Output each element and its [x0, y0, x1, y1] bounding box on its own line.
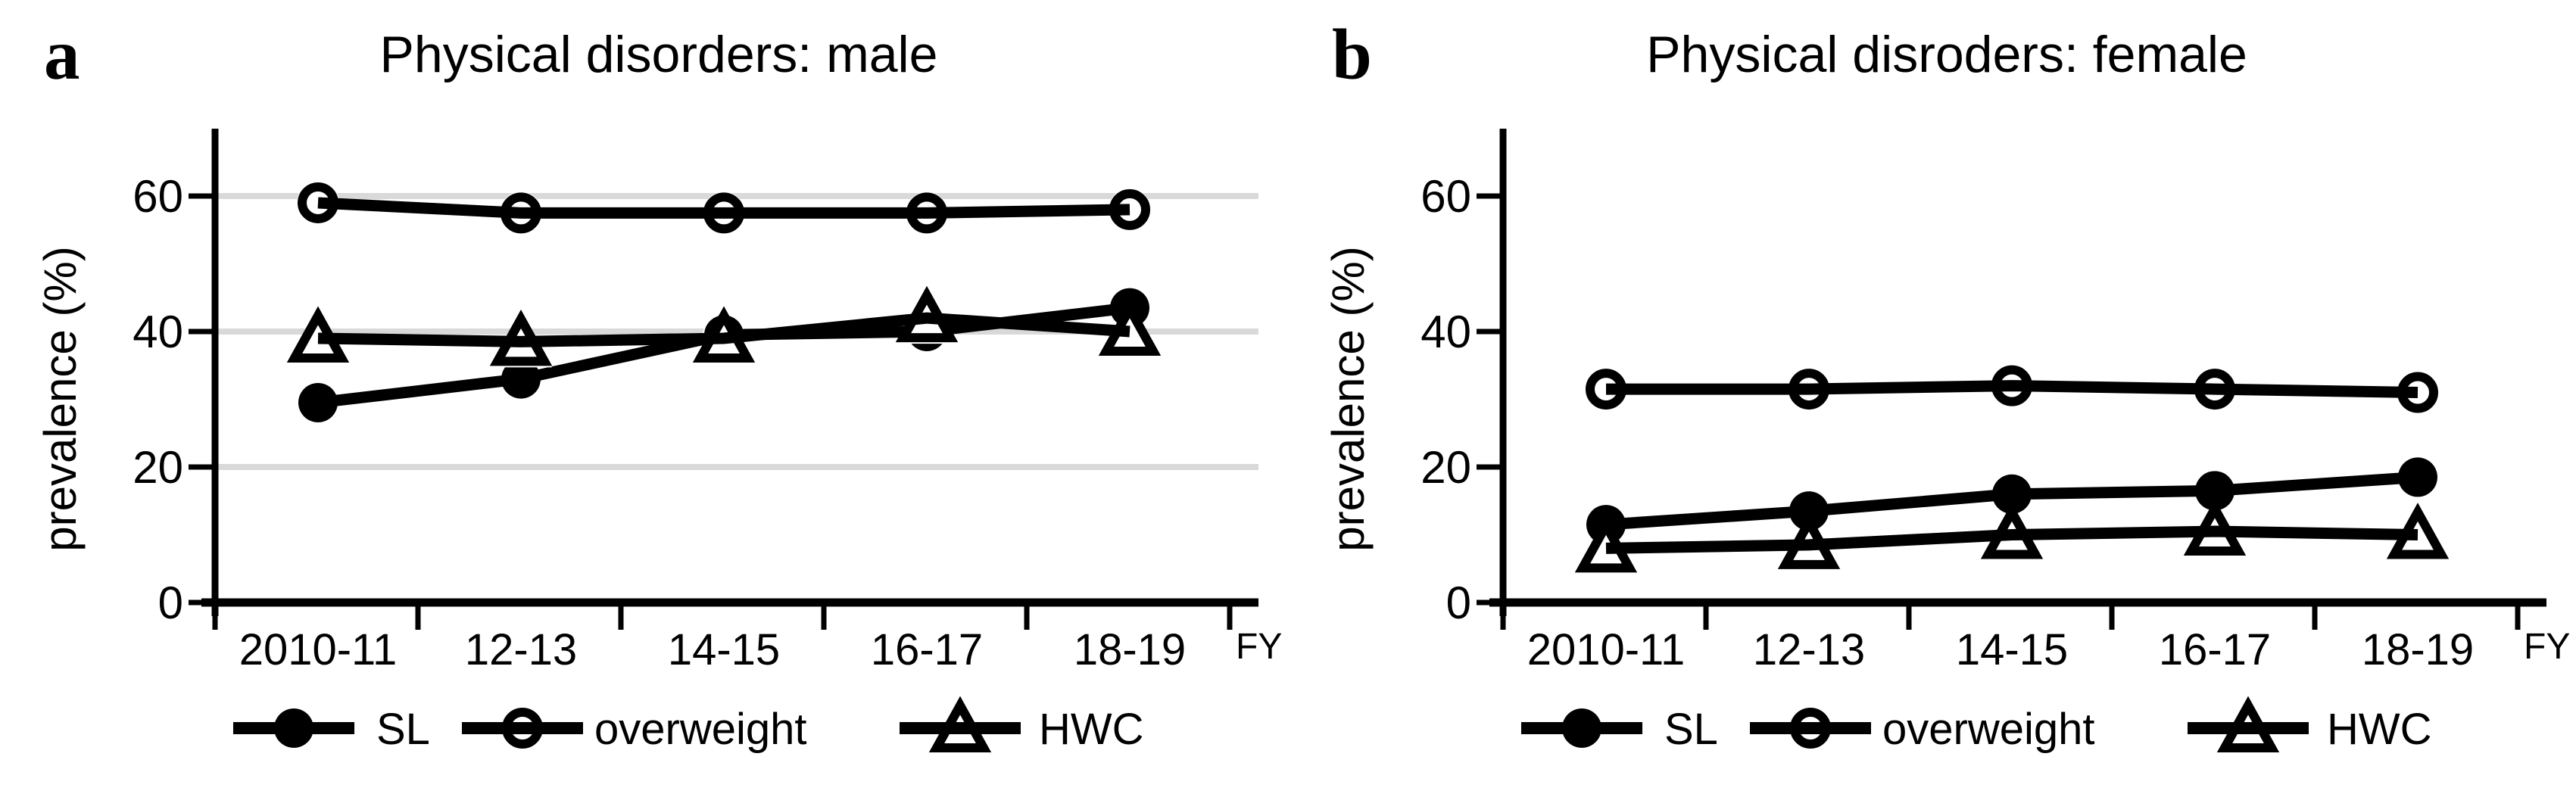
series-SL-marker-2 — [1992, 474, 2032, 514]
series-HWC-marker-1 — [489, 310, 553, 366]
category-label-16-17: 16-17 — [2159, 625, 2271, 674]
legend-SL-marker — [1562, 708, 1601, 748]
series-HWC-marker-1 — [1777, 512, 1841, 569]
legend-HWC-marker — [928, 696, 992, 752]
legend-label-SL: SL — [1664, 705, 1718, 754]
series-HWC-line — [1605, 525, 2419, 554]
series-HWC-marker-2 — [1980, 503, 2044, 559]
series-overweight-marker-2 — [703, 192, 744, 234]
category-label-16-17: 16-17 — [871, 625, 983, 674]
series-HWC-marker-4 — [2386, 503, 2450, 559]
chart-title-b: Physical disroders: female — [1646, 26, 2247, 83]
y-tick-label-20: 20 — [133, 442, 183, 493]
y-tick-label-40: 40 — [1421, 307, 1471, 357]
category-label-18-19: 18-19 — [2362, 625, 2474, 674]
y-axis-title-b: prevalence (%) — [1323, 246, 1374, 552]
series-SL-marker-3 — [2195, 471, 2235, 511]
category-label-2010-11: 2010-11 — [1527, 625, 1686, 674]
panel-b-chart: 0 20 40 60 2010-11 12-13 14-15 16-17 18-19 FY b Phy… — [1323, 14, 2570, 754]
legend-overweight-marker — [502, 708, 543, 749]
category-label-12-13: 12-13 — [465, 625, 577, 674]
series-overweight-marker-3 — [906, 192, 947, 234]
series-HWC-marker-4 — [1098, 299, 1162, 356]
y-tick-label-20: 20 — [1421, 442, 1471, 493]
series-HWC-marker-3 — [2183, 499, 2247, 556]
x-axis-unit-label: FY — [2524, 627, 2570, 667]
y-tick-label-0: 0 — [1446, 578, 1471, 628]
panel-b: 0 20 40 60 2010-11 12-13 14-15 16-17 18-19 FY b Phy… — [1288, 0, 2576, 794]
series-HWC-marker-2 — [692, 306, 756, 363]
panel-label-b: b — [1332, 14, 1372, 95]
legend-HWC-marker — [2216, 696, 2280, 752]
series-HWC-line — [317, 312, 1131, 347]
legend-overweight-marker — [1790, 708, 1831, 749]
category-label-14-15: 14-15 — [1956, 625, 2068, 674]
series-SL-marker-0 — [298, 382, 338, 422]
series-overweight-marker-3 — [2194, 369, 2235, 410]
panel-label-a: a — [44, 14, 80, 95]
series-SL-marker-1 — [501, 359, 541, 399]
y-axis-title-a: prevalence (%) — [35, 246, 86, 552]
series-SL-marker-1 — [1789, 491, 1829, 531]
category-label-12-13: 12-13 — [1753, 625, 1865, 674]
category-label-14-15: 14-15 — [668, 625, 780, 674]
y-tick-label-40: 40 — [133, 307, 183, 357]
panel-a-chart: 0 20 40 60 2010-11 12-13 14-15 16-17 18-19 FY a Phy… — [35, 14, 1282, 754]
series-overweight-marker-4 — [2397, 372, 2438, 413]
y-tick-label-0: 0 — [158, 578, 183, 628]
panel-a: 0 20 40 60 2010-11 12-13 14-15 16-17 18-19 FY a Phy… — [35, 14, 1282, 754]
series-overweight-line — [317, 197, 1131, 219]
series-HWC-marker-0 — [1574, 516, 1638, 573]
legend-SL-marker — [274, 708, 313, 748]
series-overweight-line — [1606, 380, 2419, 399]
legend-label-overweight: overweight — [1882, 705, 2094, 754]
series-overweight-marker-1 — [1789, 369, 1829, 410]
x-axis-unit-label: FY — [1236, 627, 1282, 667]
series-overweight-marker-4 — [1109, 188, 1150, 230]
series-overweight-marker-0 — [1586, 369, 1626, 410]
legend-label-HWC: HWC — [2327, 705, 2432, 754]
series-overweight-marker-0 — [298, 182, 338, 223]
series-HWC-marker-3 — [895, 285, 959, 343]
series-HWC-marker-0 — [286, 306, 350, 363]
series-overweight-marker-1 — [501, 192, 541, 234]
legend-label-SL: SL — [376, 705, 430, 754]
chart-title-a: Physical disorders: male — [380, 26, 938, 83]
y-tick-label-60: 60 — [133, 171, 183, 222]
legend-label-HWC: HWC — [1039, 705, 1144, 754]
series-overweight-marker-2 — [1991, 365, 2032, 406]
category-label-2010-11: 2010-11 — [239, 625, 398, 674]
y-tick-label-60: 60 — [1421, 171, 1471, 222]
category-label-18-19: 18-19 — [1074, 625, 1186, 674]
legend-label-overweight: overweight — [594, 705, 806, 754]
series-SL-marker-4 — [2398, 457, 2437, 497]
